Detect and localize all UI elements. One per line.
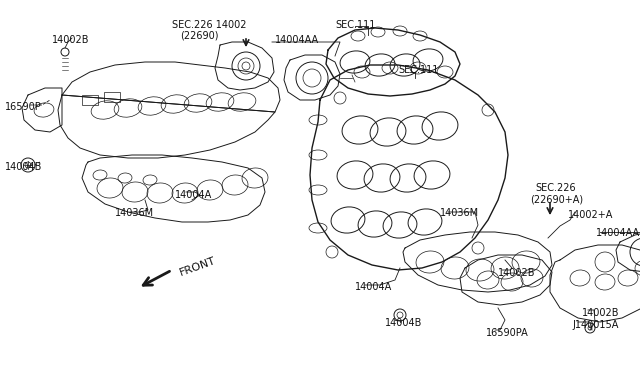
- Text: 14036M: 14036M: [440, 208, 479, 218]
- Text: 14002B: 14002B: [52, 35, 90, 45]
- Text: 14004A: 14004A: [355, 282, 392, 292]
- Text: SEC.226: SEC.226: [535, 183, 575, 193]
- Text: (22690): (22690): [180, 30, 218, 40]
- Text: SEC.111: SEC.111: [335, 20, 376, 30]
- Text: 14002+A: 14002+A: [568, 210, 613, 220]
- Text: 14004AA: 14004AA: [275, 35, 319, 45]
- Text: SEC.226 14002: SEC.226 14002: [172, 20, 246, 30]
- Text: 16590P: 16590P: [5, 102, 42, 112]
- Text: 14004A: 14004A: [175, 190, 212, 200]
- Text: (22690+A): (22690+A): [530, 194, 583, 204]
- Text: 14036M: 14036M: [115, 208, 154, 218]
- Text: 14004AA: 14004AA: [596, 228, 640, 238]
- Text: FRONT: FRONT: [178, 255, 217, 278]
- Text: 14002B: 14002B: [582, 308, 620, 318]
- Text: 14004B: 14004B: [385, 318, 422, 328]
- Text: 16590PA: 16590PA: [486, 328, 529, 338]
- Text: SEC.111: SEC.111: [398, 65, 438, 75]
- Text: 14004B: 14004B: [5, 162, 42, 172]
- Text: J140015A: J140015A: [572, 320, 618, 330]
- Text: 14002B: 14002B: [498, 268, 536, 278]
